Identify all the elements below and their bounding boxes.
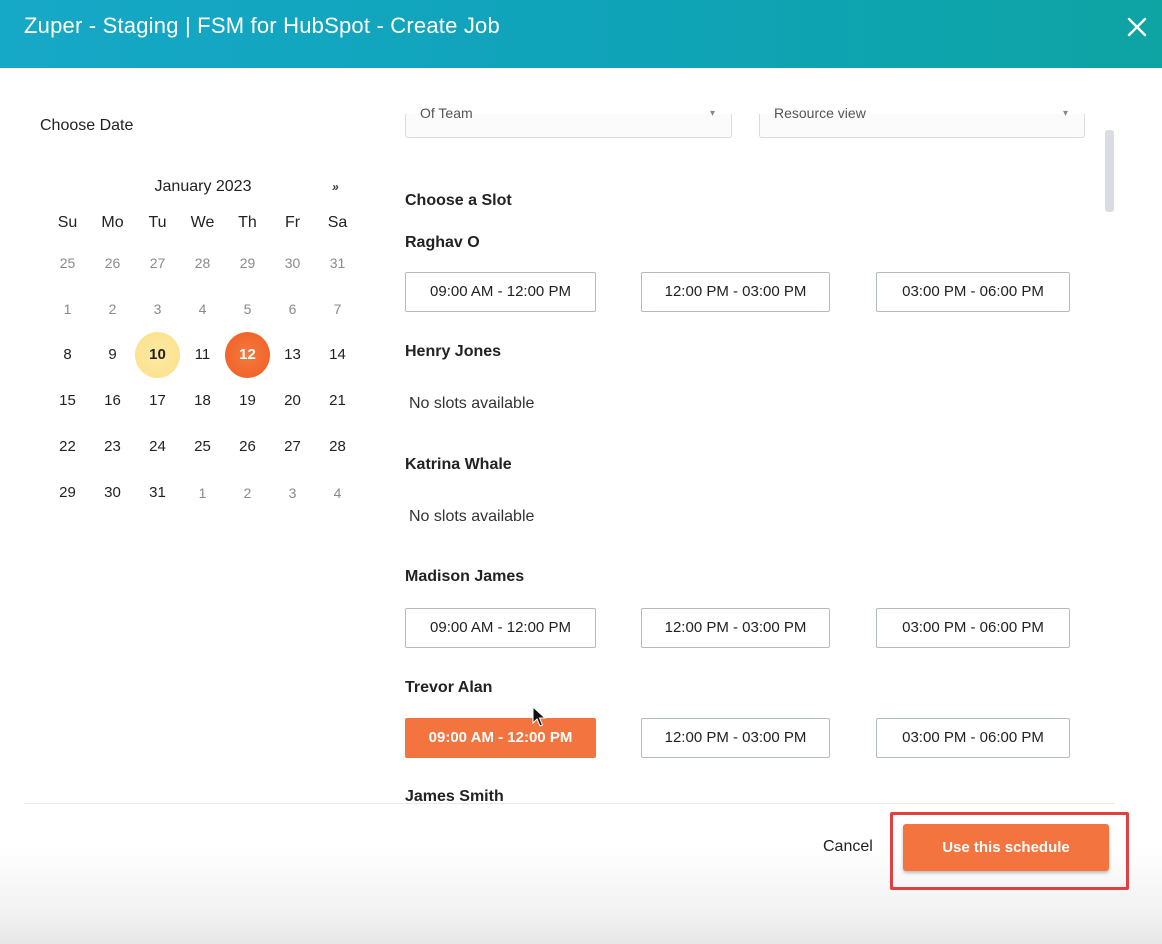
calendar-day[interactable]: 24 bbox=[149, 438, 166, 455]
technician-name: Henry Jones bbox=[405, 343, 502, 360]
close-icon[interactable] bbox=[1122, 12, 1152, 42]
calendar-day[interactable]: 31 bbox=[149, 484, 166, 501]
cancel-button[interactable]: Cancel bbox=[823, 838, 873, 855]
highlight-annotation bbox=[890, 812, 1129, 890]
footer-divider bbox=[24, 803, 1114, 804]
use-this-schedule-button[interactable]: Use this schedule bbox=[903, 824, 1109, 871]
weekday-label: We bbox=[190, 214, 215, 231]
calendar-day[interactable]: 21 bbox=[329, 392, 346, 409]
calendar-day[interactable]: 27 bbox=[284, 438, 301, 455]
calendar-day[interactable]: 10 bbox=[135, 332, 180, 378]
calendar-day[interactable]: 4 bbox=[333, 485, 342, 501]
calendar-day[interactable]: 31 bbox=[329, 255, 346, 271]
calendar-day[interactable]: 26 bbox=[104, 255, 121, 271]
chevron-down-icon: ▾ bbox=[1062, 108, 1068, 119]
calendar-month-title: January 2023 bbox=[154, 178, 252, 195]
time-slot-button[interactable]: 03:00 PM - 06:00 PM bbox=[876, 272, 1070, 312]
time-slot-button[interactable]: 09:00 AM - 12:00 PM bbox=[405, 272, 596, 312]
mouse-pointer-icon bbox=[532, 706, 547, 727]
time-slot-button-selected[interactable]: 09:00 AM - 12:00 PM bbox=[405, 718, 596, 758]
technician-name: James Smith bbox=[405, 788, 504, 805]
view-select-value: Resource view bbox=[774, 105, 866, 121]
calendar-day[interactable]: 25 bbox=[59, 255, 76, 271]
calendar-day[interactable]: 25 bbox=[194, 438, 211, 455]
time-slot-button[interactable]: 12:00 PM - 03:00 PM bbox=[641, 718, 830, 758]
calendar-day[interactable]: 2 bbox=[108, 301, 117, 317]
time-slot-button[interactable]: 12:00 PM - 03:00 PM bbox=[641, 272, 830, 312]
team-select[interactable]: Of Team ▾ bbox=[405, 105, 732, 138]
calendar-day[interactable]: 30 bbox=[284, 255, 301, 271]
calendar-day[interactable]: 26 bbox=[239, 438, 256, 455]
calendar-day[interactable]: 18 bbox=[194, 392, 211, 409]
time-slot-button[interactable]: 03:00 PM - 06:00 PM bbox=[876, 718, 1070, 758]
calendar-day[interactable]: 8 bbox=[63, 346, 72, 363]
calendar-day[interactable]: 3 bbox=[288, 485, 297, 501]
calendar-day[interactable]: 22 bbox=[59, 438, 76, 455]
dialog-title: Zuper - Staging | FSM for HubSpot - Crea… bbox=[24, 13, 500, 38]
technician-name: Raghav O bbox=[405, 234, 480, 251]
calendar-day[interactable]: 14 bbox=[329, 346, 346, 363]
calendar-day[interactable]: 2 bbox=[243, 485, 252, 501]
calendar-day[interactable]: 9 bbox=[108, 346, 117, 363]
next-month-icon[interactable]: » bbox=[332, 180, 339, 194]
calendar-day[interactable]: 23 bbox=[104, 438, 121, 455]
calendar-day[interactable]: 1 bbox=[198, 485, 207, 501]
time-slot-button[interactable]: 03:00 PM - 06:00 PM bbox=[876, 608, 1070, 648]
chevron-down-icon: ▾ bbox=[709, 108, 715, 119]
calendar-day[interactable]: 19 bbox=[239, 392, 256, 409]
calendar-day[interactable]: 4 bbox=[198, 301, 207, 317]
choose-slot-title: Choose a Slot bbox=[405, 192, 512, 209]
no-slots-text: No slots available bbox=[409, 395, 535, 412]
calendar-day[interactable]: 20 bbox=[284, 392, 301, 409]
calendar-day[interactable]: 3 bbox=[153, 301, 162, 317]
calendar-day[interactable]: 16 bbox=[104, 392, 121, 409]
time-slot-button[interactable]: 09:00 AM - 12:00 PM bbox=[405, 608, 596, 648]
calendar-day[interactable]: 27 bbox=[149, 255, 166, 271]
dialog-header: Zuper - Staging | FSM for HubSpot - Crea… bbox=[0, 0, 1162, 68]
calendar-day[interactable]: 6 bbox=[288, 301, 297, 317]
calendar-day[interactable]: 28 bbox=[194, 255, 211, 271]
calendar-day[interactable]: 17 bbox=[149, 392, 166, 409]
calendar-day[interactable]: 29 bbox=[239, 255, 256, 271]
calendar-day[interactable]: 28 bbox=[329, 438, 346, 455]
no-slots-text: No slots available bbox=[409, 508, 535, 525]
weekday-label: Su bbox=[57, 214, 78, 231]
today-marker: 10 bbox=[135, 332, 180, 378]
calendar-day[interactable]: 29 bbox=[59, 484, 76, 501]
time-slot-button[interactable]: 12:00 PM - 03:00 PM bbox=[641, 608, 830, 648]
calendar-day[interactable]: 13 bbox=[284, 346, 301, 363]
calendar-day[interactable]: 12 bbox=[225, 332, 270, 378]
calendar-day[interactable]: 15 bbox=[59, 392, 76, 409]
calendar-day[interactable]: 5 bbox=[243, 301, 252, 317]
calendar-day[interactable]: 7 bbox=[333, 301, 342, 317]
selected-date-marker: 12 bbox=[225, 332, 270, 378]
calendar-day[interactable]: 11 bbox=[194, 346, 211, 363]
calendar-day[interactable]: 30 bbox=[104, 484, 121, 501]
choose-date-label: Choose Date bbox=[40, 117, 134, 134]
technician-name: Trevor Alan bbox=[405, 679, 493, 696]
weekday-label: Fr bbox=[284, 214, 301, 231]
technician-name: Madison James bbox=[405, 568, 525, 585]
view-select[interactable]: Resource view ▾ bbox=[759, 105, 1085, 138]
technician-name: Katrina Whale bbox=[405, 456, 512, 473]
weekday-label: Th bbox=[238, 214, 257, 231]
weekday-label: Tu bbox=[148, 214, 167, 231]
calendar-day[interactable]: 1 bbox=[63, 301, 72, 317]
slots-scrollbar[interactable] bbox=[1105, 130, 1114, 212]
weekday-label: Mo bbox=[101, 214, 124, 231]
weekday-label: Sa bbox=[327, 214, 348, 231]
team-select-value: Of Team bbox=[420, 105, 473, 121]
